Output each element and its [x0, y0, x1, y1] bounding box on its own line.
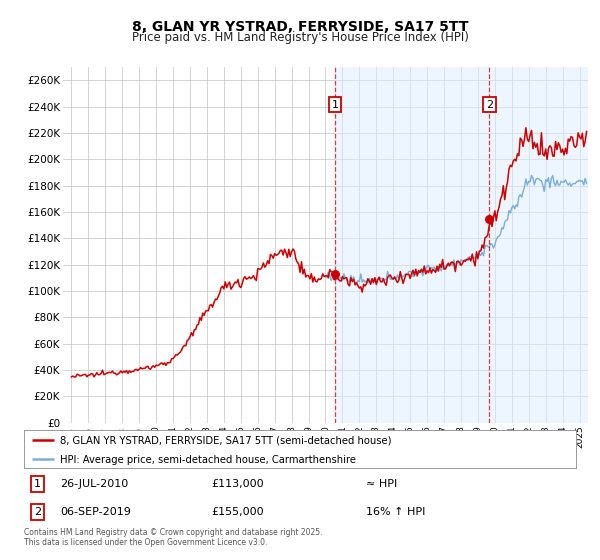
Text: 1: 1 [34, 479, 41, 489]
Text: £113,000: £113,000 [212, 479, 265, 489]
Text: Contains HM Land Registry data © Crown copyright and database right 2025.
This d: Contains HM Land Registry data © Crown c… [24, 528, 323, 547]
Text: 06-SEP-2019: 06-SEP-2019 [60, 507, 131, 517]
Text: 26-JUL-2010: 26-JUL-2010 [60, 479, 128, 489]
Text: Price paid vs. HM Land Registry's House Price Index (HPI): Price paid vs. HM Land Registry's House … [131, 31, 469, 44]
Text: 16% ↑ HPI: 16% ↑ HPI [366, 507, 425, 517]
Text: 1: 1 [331, 100, 338, 110]
Text: ≈ HPI: ≈ HPI [366, 479, 397, 489]
Text: 8, GLAN YR YSTRAD, FERRYSIDE, SA17 5TT (semi-detached house): 8, GLAN YR YSTRAD, FERRYSIDE, SA17 5TT (… [60, 436, 391, 446]
Text: 2: 2 [34, 507, 41, 517]
Text: £155,000: £155,000 [212, 507, 265, 517]
Text: 2: 2 [486, 100, 493, 110]
Text: HPI: Average price, semi-detached house, Carmarthenshire: HPI: Average price, semi-detached house,… [60, 455, 356, 465]
Bar [335, 67, 588, 423]
Text: 8, GLAN YR YSTRAD, FERRYSIDE, SA17 5TT: 8, GLAN YR YSTRAD, FERRYSIDE, SA17 5TT [132, 20, 468, 34]
